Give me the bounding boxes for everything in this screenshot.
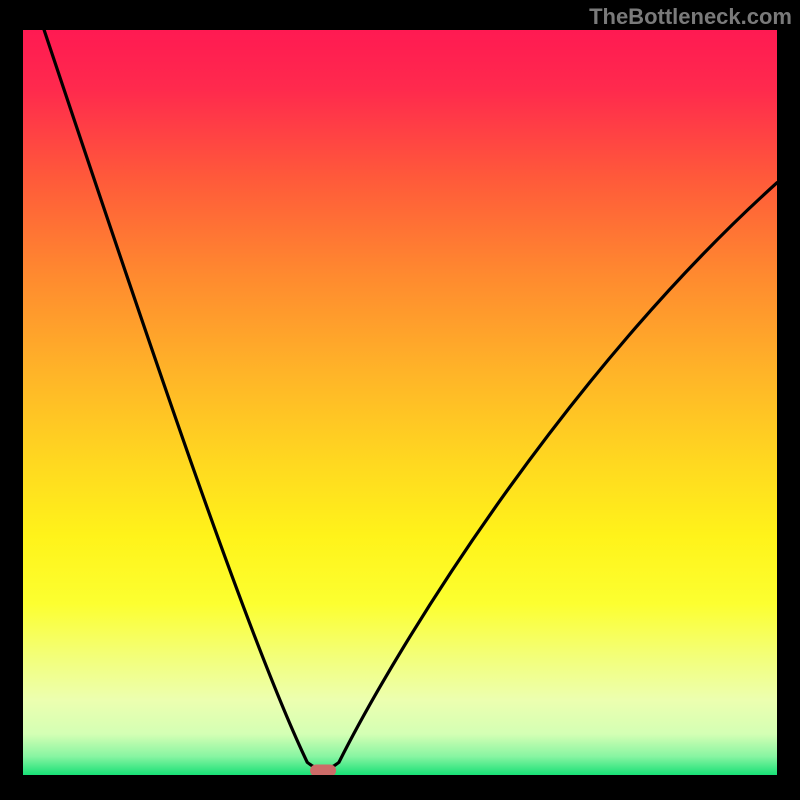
chart-container: TheBottleneck.com: [0, 0, 800, 800]
gradient-background: [23, 30, 777, 775]
watermark-text: TheBottleneck.com: [589, 4, 792, 29]
minimum-marker: [310, 765, 336, 777]
bottleneck-chart: TheBottleneck.com: [0, 0, 800, 800]
